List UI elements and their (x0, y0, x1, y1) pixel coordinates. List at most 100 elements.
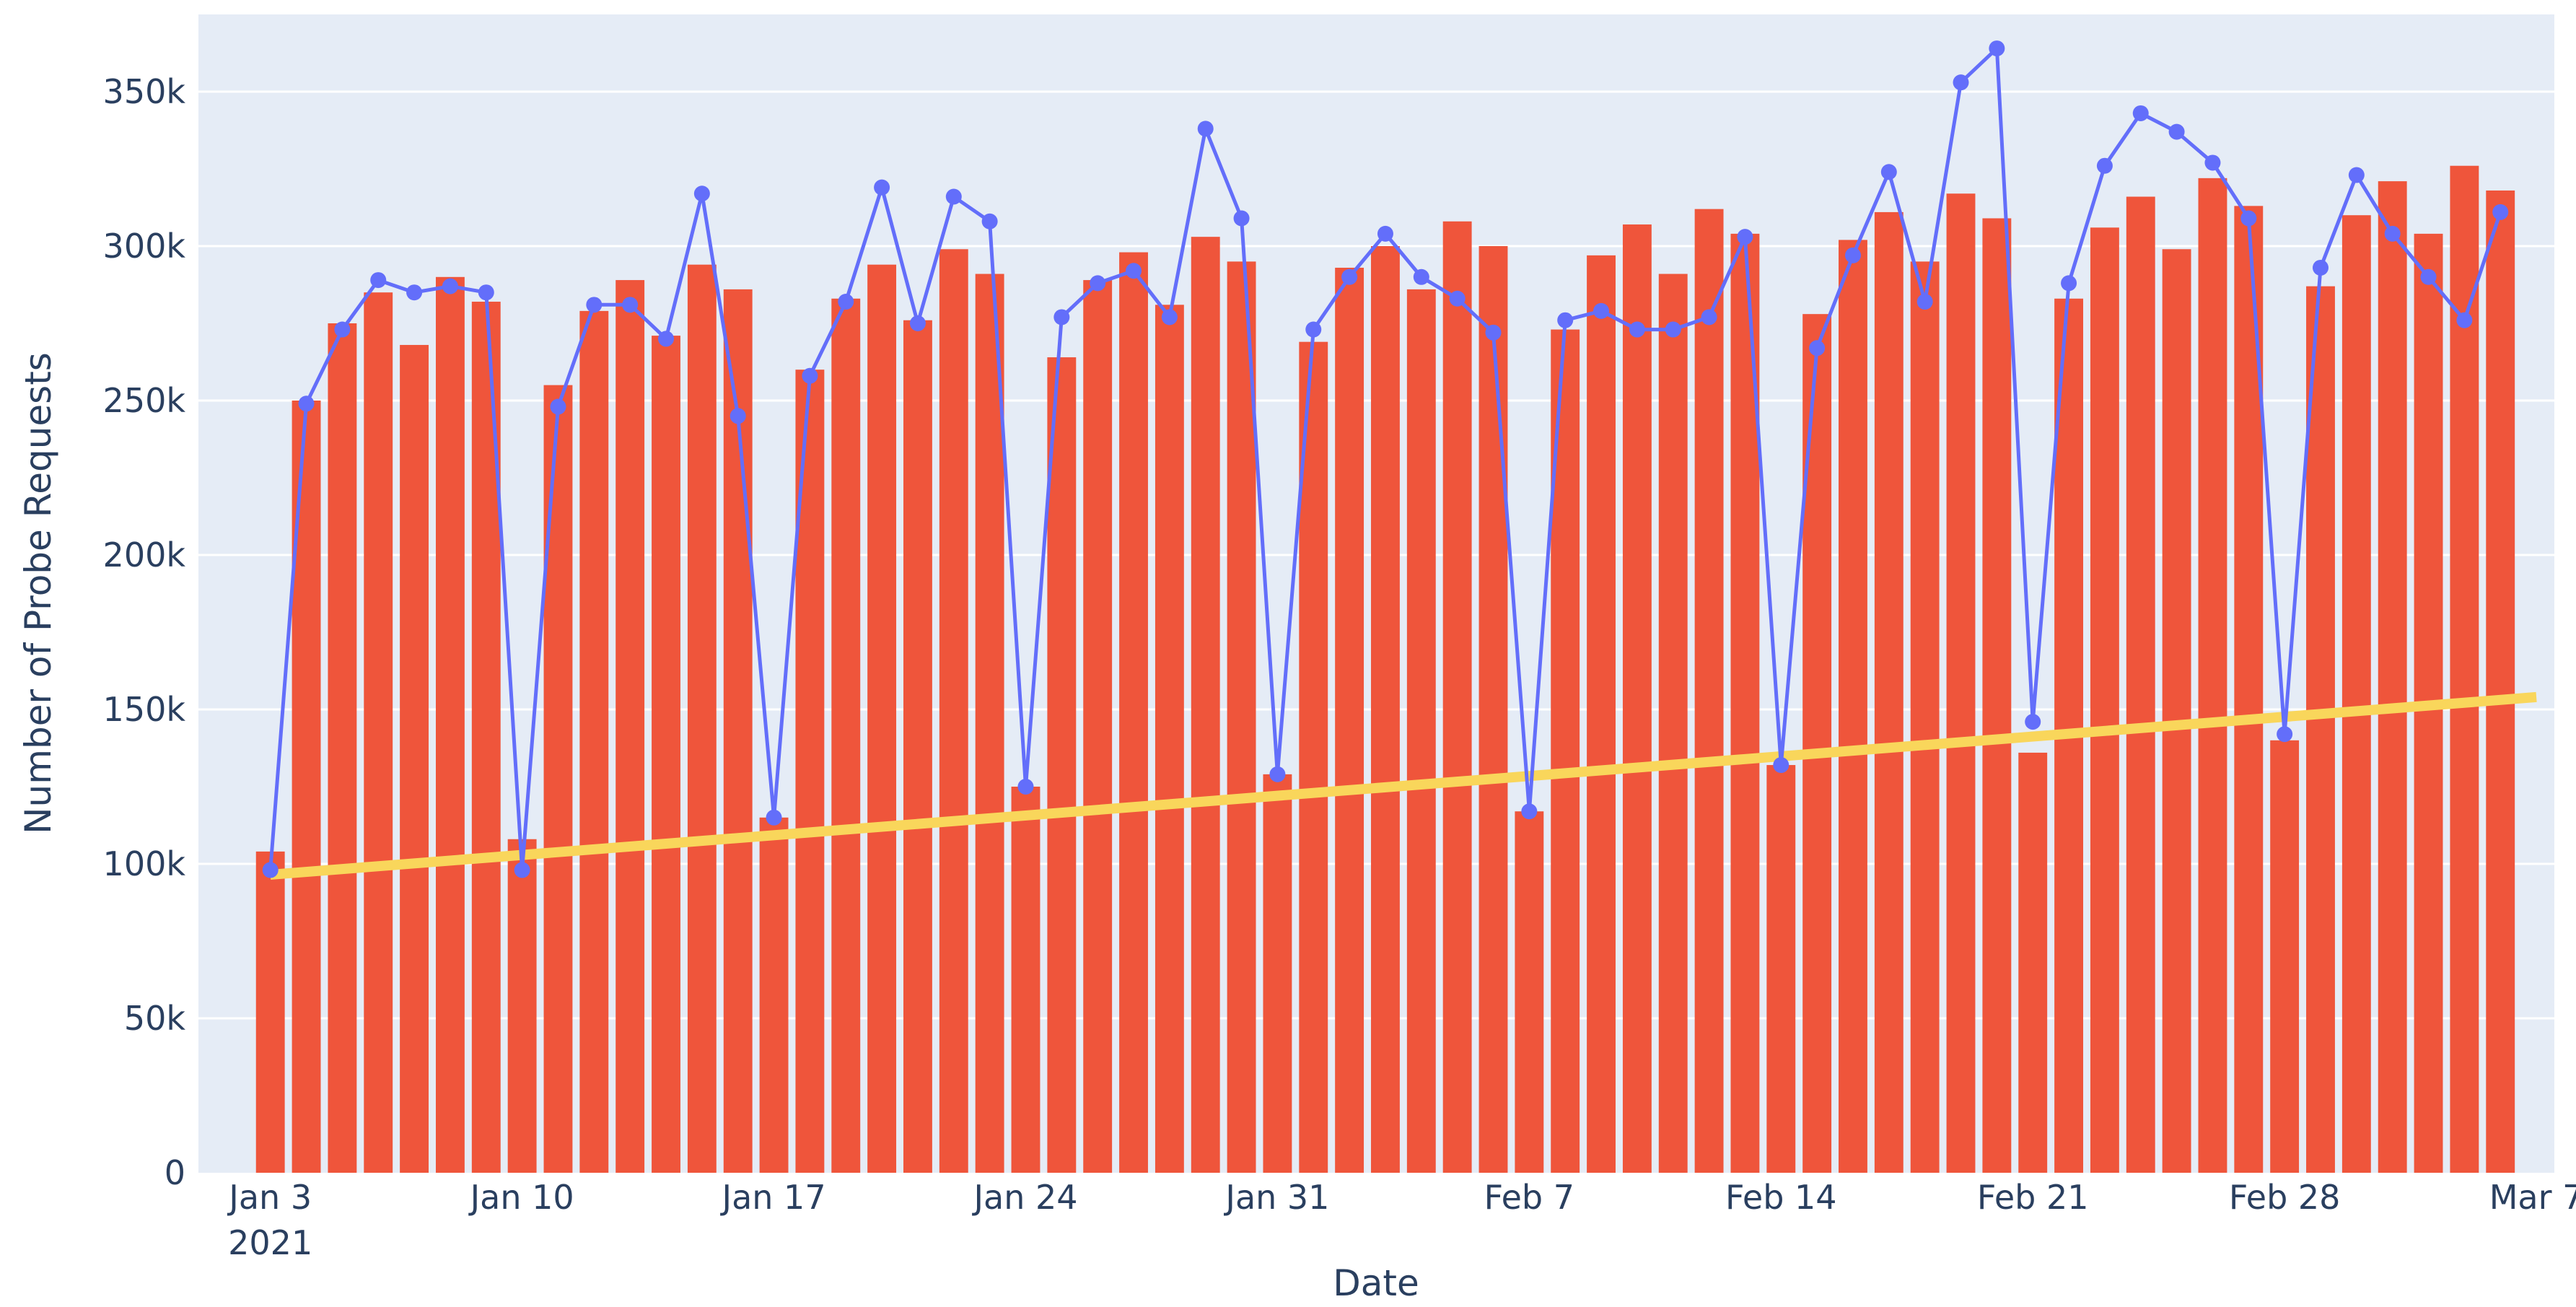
line-point (1773, 757, 1789, 774)
bar (1406, 289, 1436, 1173)
bar (1263, 774, 1292, 1173)
line-point (2492, 204, 2509, 220)
line-point (2384, 225, 2401, 242)
line-point (1053, 309, 1070, 325)
y-tick-label: 150k (103, 690, 186, 729)
bar (1515, 811, 1544, 1173)
line-point (1916, 294, 1933, 310)
x-tick-label: Jan 24 (971, 1178, 1077, 1217)
bar (400, 344, 429, 1173)
line-point (658, 331, 675, 347)
bar (2198, 178, 2227, 1173)
bar (723, 289, 753, 1173)
line-point (2420, 268, 2437, 285)
line-series (262, 40, 2509, 878)
x-tick-year-label: 2021 (228, 1223, 312, 1262)
line-point (1557, 312, 1574, 328)
line-point (2312, 259, 2329, 276)
x-tick-label: Jan 17 (720, 1178, 826, 1217)
line-point (945, 188, 962, 205)
line-point (730, 408, 746, 424)
line-point (2277, 726, 2293, 743)
bar (1802, 314, 1832, 1173)
line-point (406, 284, 423, 301)
x-tick-label: Feb 28 (2229, 1178, 2341, 1217)
bar (1587, 255, 1616, 1173)
line-point (1233, 210, 1250, 227)
line-point (2240, 210, 2257, 227)
bar (1047, 357, 1077, 1173)
bar (1622, 224, 1652, 1173)
bar (2450, 165, 2479, 1173)
bar (1478, 246, 1508, 1173)
line-point (1197, 121, 1214, 137)
x-tick-label: Jan 31 (1223, 1178, 1329, 1217)
bar (1155, 305, 1184, 1173)
x-tick-label: Mar 7 (2489, 1178, 2576, 1217)
bar (2306, 286, 2335, 1173)
bar (1119, 252, 1148, 1173)
x-tick-label: Feb 21 (1977, 1178, 2089, 1217)
line-point (1161, 309, 1178, 325)
bar (543, 385, 573, 1173)
bar (507, 839, 537, 1173)
bar (2018, 752, 2048, 1173)
line-point (1017, 779, 1034, 795)
bar (2126, 196, 2155, 1173)
bar (1227, 261, 1256, 1173)
bar (1335, 267, 1364, 1173)
line-point (874, 179, 890, 196)
x-tick-label: Feb 7 (1484, 1178, 1574, 1217)
trend-line (270, 691, 2537, 880)
bar (903, 320, 932, 1173)
x-axis-title: Date (1333, 1262, 1419, 1304)
bar (255, 851, 285, 1173)
bar (1011, 787, 1041, 1173)
line-point (2348, 167, 2365, 183)
y-tick-label: 300k (103, 227, 186, 266)
line-point (478, 284, 494, 301)
line-point (1701, 309, 1717, 325)
line-point (838, 294, 854, 310)
bar (687, 264, 717, 1173)
line-point (2456, 312, 2473, 328)
line-point (1880, 164, 1897, 180)
bar (579, 310, 609, 1173)
line-point (550, 398, 566, 415)
line-point (1629, 321, 1645, 338)
bar (2162, 249, 2191, 1173)
bar (1874, 211, 1903, 1173)
bar (435, 276, 465, 1173)
line-point (802, 367, 818, 384)
bar (1694, 209, 1724, 1173)
bar (1982, 218, 2012, 1173)
line-point (2096, 157, 2113, 174)
line-point (1521, 803, 1538, 820)
line-point (586, 297, 603, 313)
y-axis-ticks: 0 50k 100k 150k 200k 250k 300k 350k (103, 72, 186, 1192)
line-point (334, 321, 351, 338)
bar (1910, 261, 1940, 1173)
x-tick-label: Feb 14 (1725, 1178, 1837, 1217)
bar (1766, 765, 1796, 1173)
y-tick-label: 100k (103, 844, 186, 883)
line-point (262, 862, 279, 878)
bar (652, 336, 680, 1173)
line-point (1665, 321, 1681, 338)
line-point (2061, 275, 2077, 292)
trend-series (270, 691, 2537, 880)
line-point (370, 272, 387, 289)
line-point (2168, 123, 2185, 140)
line-point (2204, 154, 2221, 171)
bar (1083, 280, 1113, 1173)
line-point (909, 315, 926, 331)
line-point (442, 278, 458, 294)
line-point (1413, 268, 1429, 285)
line-point (2025, 714, 2041, 730)
bar (1299, 341, 1328, 1173)
bar-series (255, 165, 2515, 1173)
bar (364, 292, 393, 1173)
bar (2270, 740, 2300, 1173)
